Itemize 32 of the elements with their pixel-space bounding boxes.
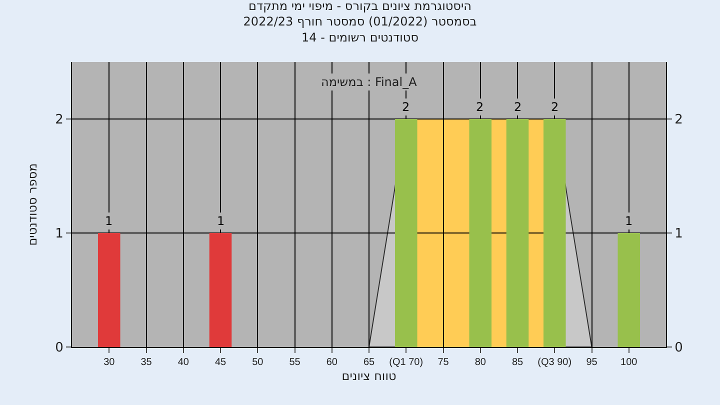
x-tick-label: 45 — [214, 357, 226, 368]
data-label: 1 — [625, 214, 633, 228]
y-tick-label: 2 — [55, 112, 64, 128]
annotation: במשימה : Final_A — [321, 75, 418, 89]
y-axis-title: מספר סטודנטים — [25, 163, 40, 246]
x-tick-label: 100 — [620, 357, 638, 368]
x-tick-label: 80 — [474, 357, 486, 368]
x-tick-label: 95 — [586, 357, 598, 368]
x-tick-label: 55 — [289, 357, 301, 368]
x-tick-label: 40 — [178, 357, 190, 368]
x-tick-label: 60 — [326, 357, 338, 368]
x-axis-title: טווח ציונים — [342, 368, 396, 383]
x-tick-label: 30 — [104, 357, 116, 368]
y2-tick-label: 0 — [674, 340, 683, 356]
data-label: 2 — [514, 100, 522, 114]
data-label: 2 — [402, 100, 410, 114]
y2-tick-label: 2 — [674, 112, 683, 128]
chart-title: היסטוגרמת ציונים בקורס - מיפוי ימי מתקדם בסמסטר (01/2022) סמסטר חורף 2022/23 סטודנטים רשומים - 14 — [243, 0, 477, 44]
x-tick-label: (Q3 90) — [538, 357, 572, 368]
y2-tick-label: 1 — [674, 226, 683, 242]
x-tick-label: (Q1 70) — [389, 357, 424, 368]
x-tick-label: 50 — [252, 357, 264, 368]
data-label: 2 — [476, 100, 484, 114]
data-label: 1 — [105, 214, 113, 228]
x-tick-label: 75 — [438, 357, 450, 368]
x-tick-label: 35 — [140, 357, 152, 368]
data-label: 2 — [551, 100, 559, 114]
x-tick-label: 85 — [512, 357, 524, 368]
x-tick-label: 65 — [363, 357, 375, 368]
data-label: 1 — [217, 214, 225, 228]
y-tick-label: 0 — [55, 340, 64, 356]
y-tick-label: 1 — [55, 226, 64, 242]
